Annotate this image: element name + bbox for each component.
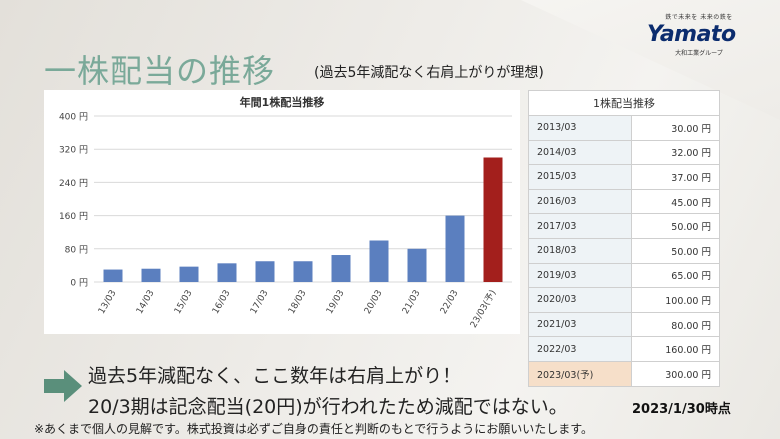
y-tick-label: 80 円 [65,244,88,255]
table-row: 2018/03 50.00 円 [528,237,721,264]
table-year-cell: 2017/03 [528,213,632,239]
y-tick-label: 240 円 [59,178,88,189]
table-year-cell: 2014/03 [528,139,632,166]
x-tick-label: 21/03 [401,289,423,316]
table-year-cell: 2021/03 [528,311,632,338]
table-value-cell: 100.00 円 [630,287,721,313]
x-tick-label: 13/03 [97,289,119,316]
x-tick-label: 18/03 [287,289,309,316]
table-year-cell: 2013/03 [528,115,632,141]
as-of-date: 2023/1/30時点 [632,402,731,417]
dividend-bar-chart: 年間1株配当推移 400 円 320 円 240 円 160 円 80 円 0 円 13/03… [59,95,512,330]
bar [331,255,351,282]
x-tick-label: 16/03 [211,289,233,316]
table-row: 2015/03 37.00 円 [528,164,721,190]
page-subtitle: (過去5年減配なく右肩上がりが理想) [314,65,544,81]
page-title: 一株配当の推移 [44,52,276,90]
logo-wordmark: Yamato [647,22,736,47]
logo-company-name: 大和工業グループ [675,50,723,57]
table-year-cell: 2018/03 [528,237,632,264]
table-value-cell: 50.00 円 [630,237,721,264]
bar [369,240,389,282]
table-row: 2017/03 50.00 円 [528,213,721,239]
y-tick-label: 400 円 [59,112,88,123]
bar [293,261,313,282]
y-tick-label: 320 円 [59,145,88,156]
table-value-cell: 30.00 円 [630,115,721,141]
dividend-table-panel: 1株配当推移 2013/03 30.00 円 2014/03 32.00 円 2015/… [528,90,721,388]
dividend-table: 1株配当推移 2013/03 30.00 円 2014/03 32.00 円 2015/… [528,90,721,387]
bar [217,263,237,282]
x-tick-label: 20/03 [363,289,385,316]
table-year-cell: 2015/03 [528,164,632,190]
table-row: 2016/03 45.00 円 [528,188,721,215]
arrow-right-icon [44,370,82,402]
bar [255,261,275,282]
summary-line-1: 過去5年減配なく、ここ数年は右肩上がり！ [88,365,462,387]
y-tick-label: 160 円 [59,211,88,222]
table-year-cell: 2022/03 [528,336,632,362]
bar [141,268,161,282]
table-value-cell: 37.00 円 [630,164,721,190]
x-tick-label: 22/03 [439,289,461,316]
summary-line-2: 20/3期は記念配当(20円)が行われたため減配ではない。 [88,396,568,418]
x-tick-label: 14/03 [135,289,157,316]
table-value-cell: 45.00 円 [630,188,721,215]
chart-title: 年間1株配当推移 [240,95,325,109]
table-row: 2014/03 32.00 円 [528,139,721,166]
x-tick-label: 19/03 [325,289,347,316]
company-logo: 鉄で未来を 未来の鉄を Yamato 大和工業グループ [645,12,753,58]
x-tick-label: 15/03 [173,289,195,316]
bar [445,215,465,282]
x-tick-label: 23/03(予) [468,288,499,330]
table-year-cell: 2020/03 [528,287,632,313]
bar [483,157,503,282]
table-value-cell: 65.00 円 [630,262,721,289]
table-row: 2022/03 160.00 円 [528,336,721,362]
bar [179,266,199,282]
bar [103,269,123,282]
table-row: 2013/03 30.00 円 [528,115,721,141]
table-row: 2021/03 80.00 円 [528,311,721,338]
table-year-cell: 2019/03 [528,262,632,289]
bar [407,248,427,282]
disclaimer: ※あくまで個人の見解です。株式投資は必ずご自身の責任と判断のもとで行うようにお願… [34,422,594,436]
table-value-cell: 50.00 円 [630,213,721,239]
logo-tagline: 鉄で未来を 未来の鉄を [665,14,733,21]
y-tick-label: 0 円 [70,278,88,289]
x-tick-label: 17/03 [249,289,271,316]
dividend-chart: 年間1株配当推移 400 円 320 円 240 円 160 円 80 円 0 円 13/03… [44,90,520,334]
table-row: 2019/03 65.00 円 [528,262,721,289]
table-year-cell: 2023/03(予) [528,360,632,387]
table-value-cell: 32.00 円 [630,139,721,166]
table-value-cell: 80.00 円 [630,311,721,338]
table-value-cell: 300.00 円 [630,360,721,387]
table-year-cell: 2016/03 [528,188,632,215]
table-row: 2023/03(予) 300.00 円 [528,360,721,387]
table-value-cell: 160.00 円 [630,336,721,362]
table-row: 2020/03 100.00 円 [528,287,721,313]
table-header: 1株配当推移 [528,90,720,116]
